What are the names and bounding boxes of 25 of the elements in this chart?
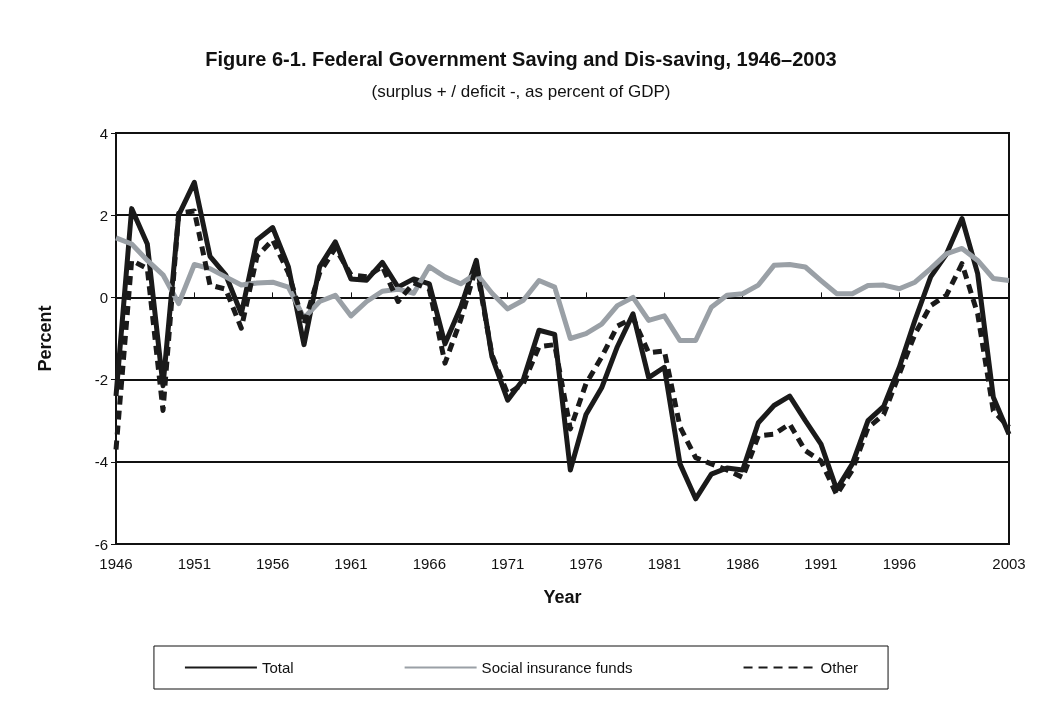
legend-label: Social insurance funds xyxy=(481,659,633,676)
chart-title: Figure 6-1. Federal Government Saving and Dis-saving, 1946–2003 xyxy=(205,48,837,70)
y-tick-label: 4 xyxy=(99,124,108,142)
x-tick-label: 1966 xyxy=(412,555,447,572)
chart-subtitle: (surplus + / deficit -, as percent of GDP) xyxy=(371,82,671,101)
x-tick-label: 1996 xyxy=(882,555,917,572)
legend-label: Other xyxy=(820,659,859,676)
x-tick-label: 1946 xyxy=(99,555,133,572)
x-tick-label: 1991 xyxy=(804,555,838,572)
x-tick-label: 1981 xyxy=(647,555,682,572)
legend-label: Total xyxy=(261,659,294,676)
x-tick-label: 1976 xyxy=(569,555,603,572)
x-tick-label: 2003 xyxy=(992,555,1026,572)
y-tick-label: -6 xyxy=(94,535,108,553)
y-tick-label: 0 xyxy=(99,288,108,306)
x-tick-label: 1971 xyxy=(490,555,525,572)
x-tick-label: 1956 xyxy=(255,555,290,572)
x-tick-label: 1951 xyxy=(177,555,212,572)
x-tick-label: 1961 xyxy=(334,555,368,572)
y-tick-label: -4 xyxy=(94,453,108,471)
y-axis-title: Percent xyxy=(35,305,55,372)
x-axis-title: Year xyxy=(543,587,582,607)
y-tick-label: 2 xyxy=(99,206,108,224)
y-tick-label: -2 xyxy=(94,371,108,389)
x-tick-label: 1986 xyxy=(725,555,760,572)
